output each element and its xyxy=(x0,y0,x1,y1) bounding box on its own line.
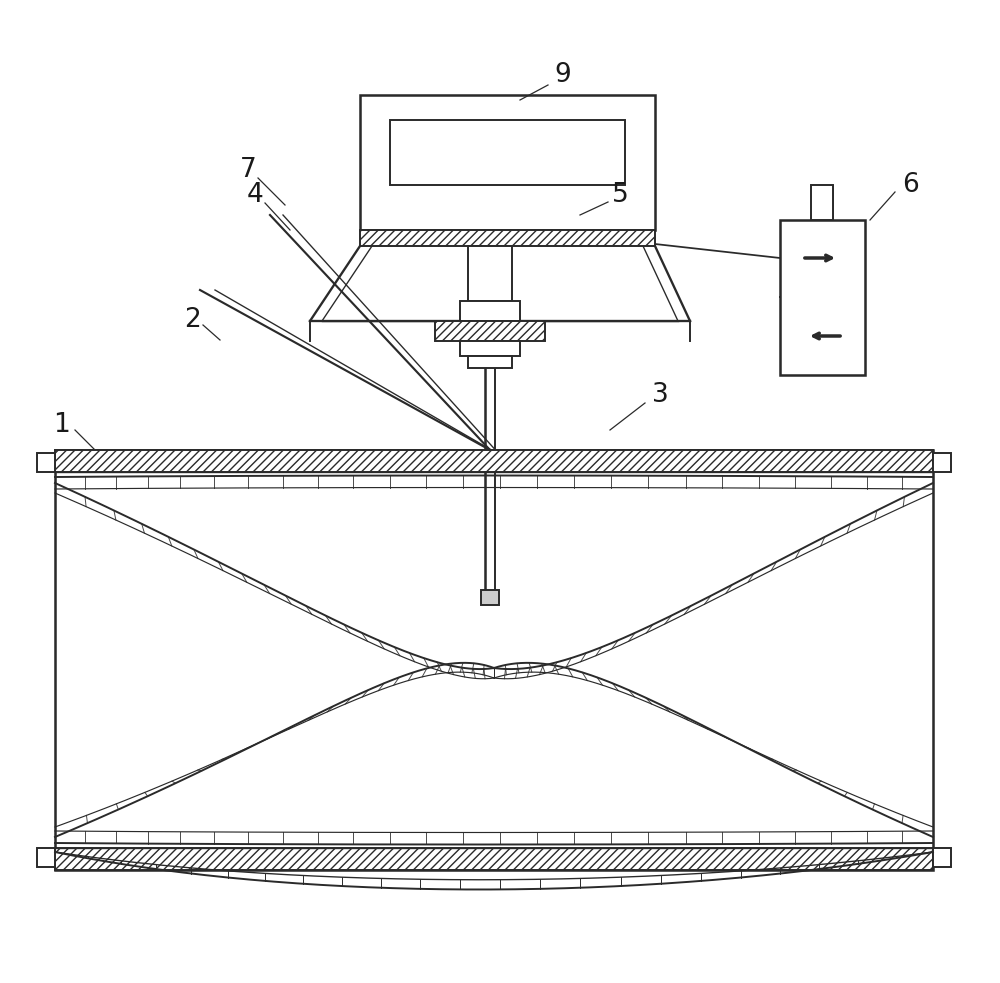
Bar xyxy=(460,341,520,356)
Bar xyxy=(55,450,933,472)
Bar xyxy=(481,590,499,605)
Text: 1: 1 xyxy=(54,412,70,438)
Bar xyxy=(360,230,655,246)
Bar xyxy=(933,453,951,472)
Bar xyxy=(811,185,833,220)
Text: 2: 2 xyxy=(185,307,201,333)
Bar xyxy=(435,321,545,341)
Bar xyxy=(37,848,55,867)
Bar xyxy=(933,848,951,867)
Text: 6: 6 xyxy=(902,172,918,198)
Bar xyxy=(55,450,933,870)
Bar xyxy=(55,848,933,870)
Bar xyxy=(390,120,625,185)
Bar xyxy=(811,185,833,220)
Text: 4: 4 xyxy=(247,182,263,208)
Text: 7: 7 xyxy=(240,157,256,183)
Text: 5: 5 xyxy=(612,182,628,208)
Bar xyxy=(780,220,865,375)
Bar xyxy=(468,246,512,301)
Bar xyxy=(360,95,655,230)
Bar xyxy=(37,453,55,472)
Text: 3: 3 xyxy=(652,382,668,408)
Bar xyxy=(468,356,512,368)
Text: 9: 9 xyxy=(555,62,571,88)
Bar xyxy=(460,301,520,321)
